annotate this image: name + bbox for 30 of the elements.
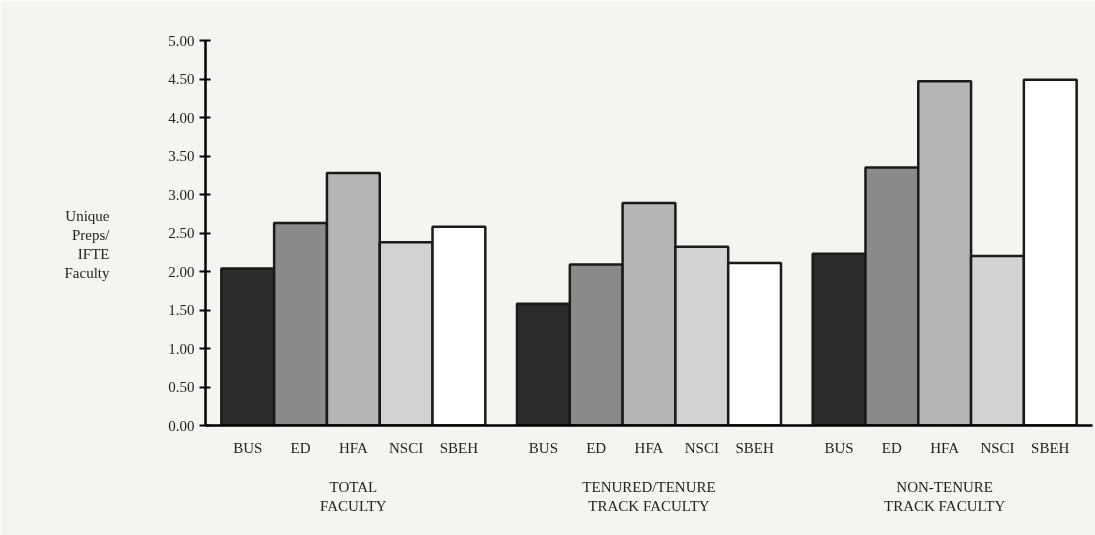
series-label: HFA	[338, 439, 368, 456]
y-tick-label: 0.00	[168, 417, 195, 434]
x-tick-label: TOTAL FACULTY	[319, 478, 387, 514]
y-tick-label: 3.50	[168, 148, 195, 164]
text: SBEH	[735, 439, 774, 456]
y-axis-title: Unique Preps/ IFTE Faculty	[64, 207, 111, 282]
series-label: SBEH	[439, 439, 479, 456]
x-tick-label: TENURED/TENURE TRACK FACULTY	[582, 478, 716, 514]
text: HFA	[634, 439, 664, 456]
text: ED	[586, 439, 607, 456]
y-tick-label: 0.50	[168, 379, 195, 395]
x-tick-label: NON-TENURE TRACK FACULTY	[884, 478, 1006, 514]
y-tick-label: 1.00	[168, 340, 195, 357]
text: SBEH	[1031, 439, 1070, 456]
y-tick-label: 3.00	[168, 186, 195, 203]
y-tick-label: 2.00	[168, 263, 195, 280]
series-label: NSCI	[389, 439, 424, 456]
y-tick-label: 2.50	[168, 225, 195, 241]
text: NSCI	[980, 439, 1015, 456]
series-label: ED	[290, 439, 311, 456]
series-label: BUS	[233, 439, 263, 456]
text: BUS	[528, 439, 558, 456]
y-tick-label: 1.50	[168, 302, 195, 318]
text: NSCI	[684, 439, 719, 456]
y-tick-label: 4.00	[168, 109, 195, 126]
text: ED	[881, 439, 902, 456]
y-tick-label: 5.00	[168, 32, 195, 49]
text: BUS	[824, 439, 854, 456]
text: HFA	[930, 439, 960, 456]
y-tick-label: 4.50	[168, 71, 195, 87]
